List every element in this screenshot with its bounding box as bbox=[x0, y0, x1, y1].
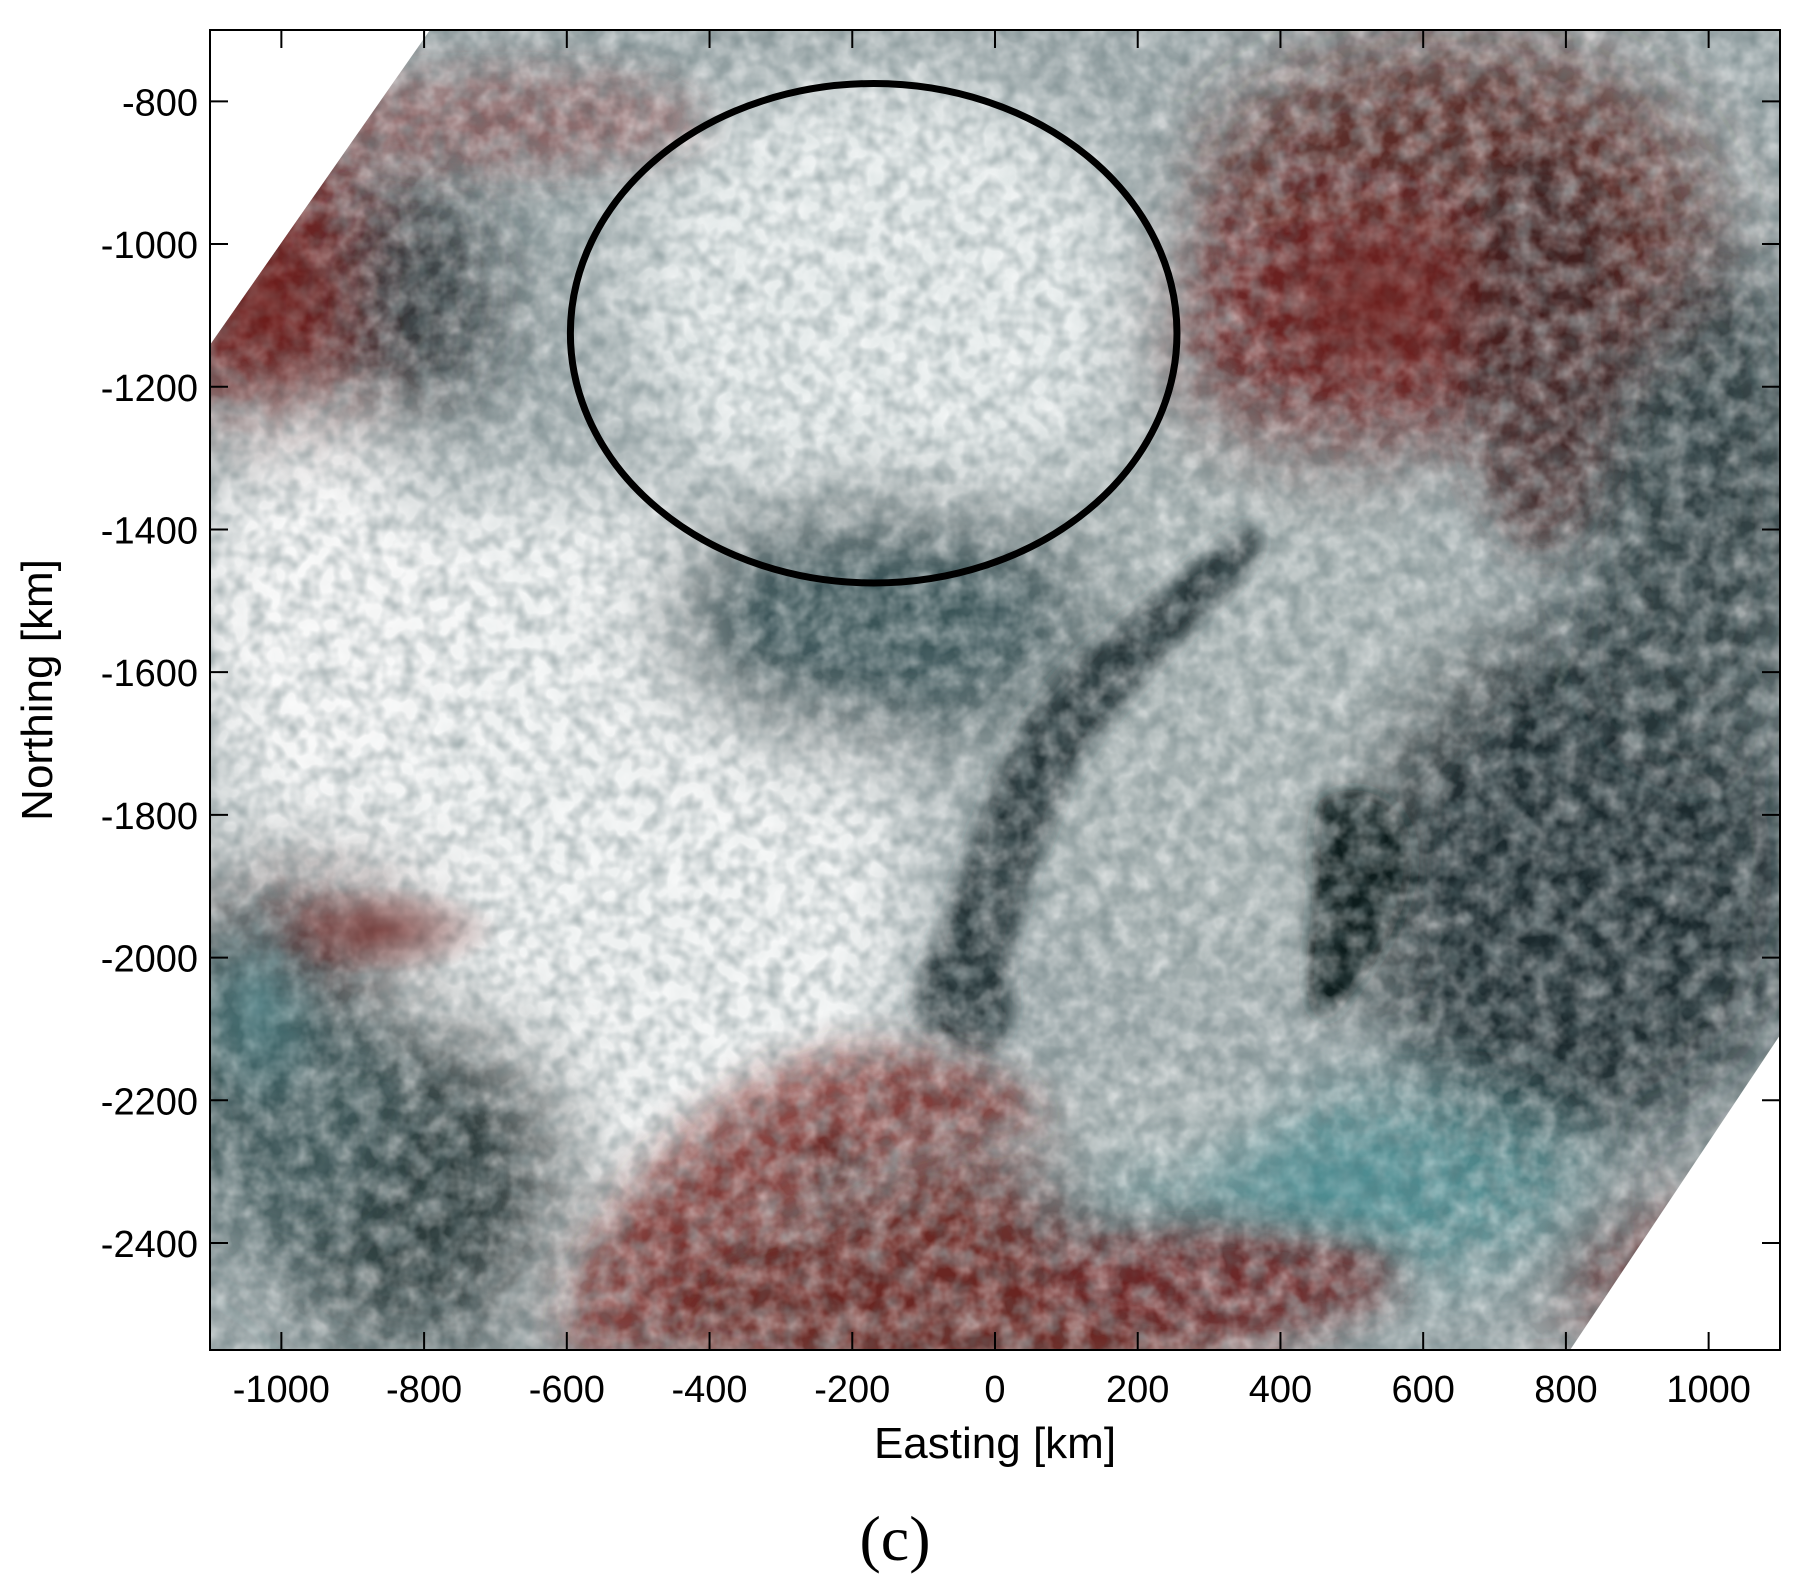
x-tick-label: -1000 bbox=[233, 1369, 330, 1411]
y-tick-label: -1000 bbox=[101, 225, 198, 267]
y-tick-label: -1200 bbox=[101, 368, 198, 410]
y-axis-title: Northing [km] bbox=[13, 559, 62, 821]
x-tick-label: 0 bbox=[984, 1369, 1005, 1411]
x-tick-label: 400 bbox=[1249, 1369, 1312, 1411]
highlight-ellipse bbox=[566, 80, 1181, 587]
y-tick-label: -1600 bbox=[101, 653, 198, 695]
x-axis-ticks: -1000 -800 -600 -400 -200 0 200 400 600 800 1000 bbox=[233, 30, 1751, 1411]
x-tick-label: 200 bbox=[1106, 1369, 1169, 1411]
satellite-image bbox=[210, 30, 1780, 1350]
x-tick-label: -600 bbox=[529, 1369, 605, 1411]
x-tick-label: 1000 bbox=[1666, 1369, 1751, 1411]
x-tick-label: -200 bbox=[814, 1369, 890, 1411]
panel-label: (c) bbox=[859, 1503, 930, 1574]
y-axis-ticks: -800 -1000 -1200 -1400 -1600 -1800 -2000 -2200 -… bbox=[101, 82, 1780, 1266]
y-tick-label: -2400 bbox=[101, 1224, 198, 1266]
y-tick-label: -1400 bbox=[101, 510, 198, 552]
x-tick-label: -800 bbox=[386, 1369, 462, 1411]
y-tick-label: -800 bbox=[122, 82, 198, 124]
x-axis-title: Easting [km] bbox=[874, 1419, 1116, 1468]
x-tick-label: 800 bbox=[1534, 1369, 1597, 1411]
y-tick-label: -2200 bbox=[101, 1081, 198, 1123]
x-tick-label: -400 bbox=[672, 1369, 748, 1411]
y-tick-label: -2000 bbox=[101, 939, 198, 981]
y-tick-label: -1800 bbox=[101, 796, 198, 838]
x-tick-label: 600 bbox=[1391, 1369, 1454, 1411]
